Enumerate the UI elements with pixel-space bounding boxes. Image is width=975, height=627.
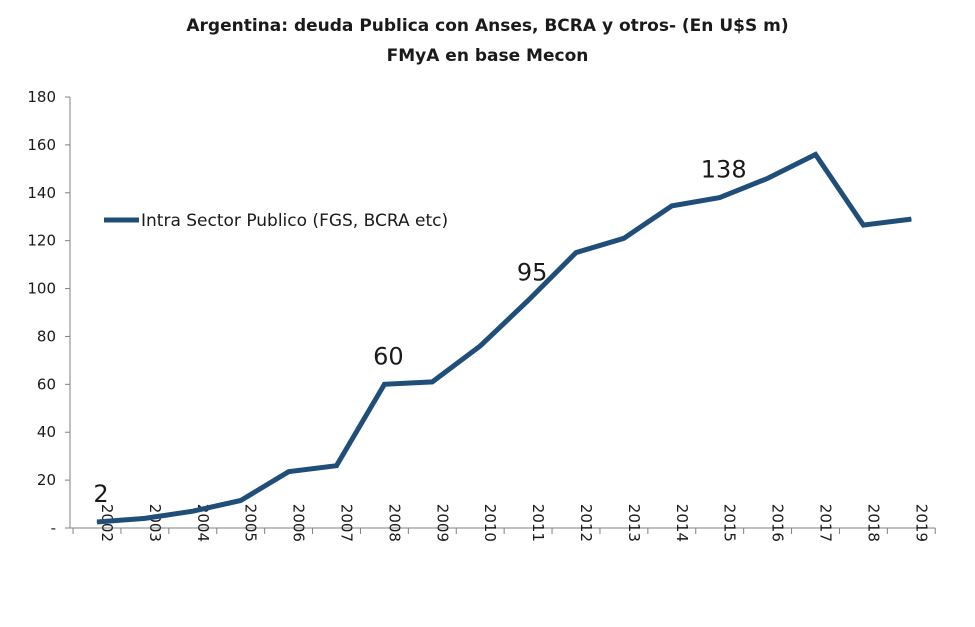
data-point bbox=[336, 465, 337, 467]
x-tick-label: 2006 bbox=[290, 504, 308, 542]
data-point bbox=[815, 153, 816, 155]
data-label: 60 bbox=[373, 342, 404, 370]
x-tick-label: 2003 bbox=[146, 504, 164, 542]
x-tick-label: 2015 bbox=[721, 504, 739, 542]
x-tick-label: 2012 bbox=[577, 504, 595, 542]
y-tick-label: 60 bbox=[37, 375, 56, 393]
x-tick-label: 2019 bbox=[912, 504, 930, 542]
data-point bbox=[144, 517, 146, 519]
x-tick-label: 2005 bbox=[242, 504, 260, 542]
x-tick-label: 2004 bbox=[194, 504, 212, 542]
data-point bbox=[479, 345, 481, 347]
data-point bbox=[910, 218, 912, 220]
data-label: 95 bbox=[517, 259, 548, 287]
data-point bbox=[240, 499, 242, 501]
data-point bbox=[192, 510, 194, 512]
x-tick-label: 2016 bbox=[769, 504, 787, 542]
data-point bbox=[623, 237, 625, 239]
data-point bbox=[527, 300, 529, 302]
series-line bbox=[96, 151, 912, 525]
chart-subtitle: FMyA en base Mecon bbox=[386, 46, 589, 66]
x-tick-label: 2007 bbox=[338, 504, 356, 542]
y-tick-label: 180 bbox=[27, 88, 56, 106]
data-label: 2 bbox=[93, 480, 108, 508]
y-tick-label: 100 bbox=[27, 280, 56, 298]
data-point bbox=[431, 381, 433, 383]
data-point bbox=[671, 205, 673, 207]
y-tick-label: 40 bbox=[37, 423, 56, 441]
data-point bbox=[383, 383, 385, 385]
x-tick-label: 2013 bbox=[625, 504, 643, 542]
data-point bbox=[719, 197, 721, 199]
y-tick-label: 160 bbox=[27, 136, 56, 154]
data-point bbox=[862, 224, 864, 226]
x-tick-label: 2018 bbox=[864, 504, 882, 542]
x-tick-label: 2008 bbox=[385, 504, 403, 542]
chart-title: Argentina: deuda Publica con Anses, BCRA… bbox=[186, 16, 789, 36]
y-tick-label: 80 bbox=[37, 327, 56, 345]
x-tick-label: 2014 bbox=[673, 504, 691, 542]
y-tick-label: - bbox=[51, 519, 56, 537]
x-tick-label: 2011 bbox=[529, 504, 547, 542]
x-tick-label: 2009 bbox=[433, 504, 451, 542]
y-tick-label: 140 bbox=[27, 184, 56, 202]
y-tick-label: 20 bbox=[37, 471, 56, 489]
data-label: 138 bbox=[701, 156, 747, 184]
legend-label: Intra Sector Publico (FGS, BCRA etc) bbox=[141, 211, 448, 231]
x-tick-label: 2010 bbox=[481, 504, 499, 542]
data-point bbox=[288, 471, 290, 473]
data-point bbox=[767, 177, 769, 179]
x-tick-label: 2017 bbox=[817, 504, 835, 542]
data-point bbox=[96, 521, 98, 523]
data-point bbox=[575, 252, 577, 254]
y-tick-label: 120 bbox=[27, 232, 56, 250]
